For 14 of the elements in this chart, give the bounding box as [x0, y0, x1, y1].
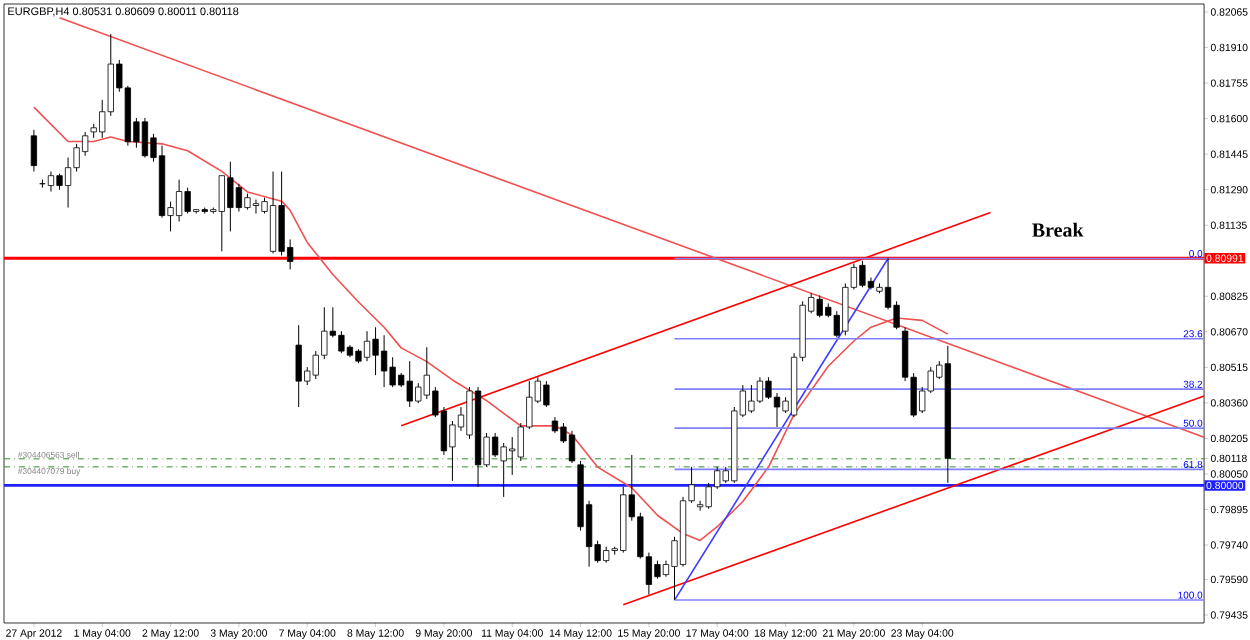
- candlestick: [175, 178, 183, 222]
- candlestick: [756, 376, 764, 404]
- candlestick: [141, 117, 149, 158]
- candlestick: [30, 128, 38, 172]
- candlestick: [269, 170, 277, 254]
- candlestick: [235, 182, 243, 212]
- candlestick: [363, 330, 371, 362]
- candlestick: [380, 334, 388, 388]
- candlestick: [568, 429, 576, 464]
- candlestick: [252, 198, 260, 214]
- candlestick: [372, 326, 379, 376]
- candlestick: [765, 376, 772, 400]
- candlestick: [47, 170, 55, 192]
- annotation: Break: [1032, 222, 1084, 237]
